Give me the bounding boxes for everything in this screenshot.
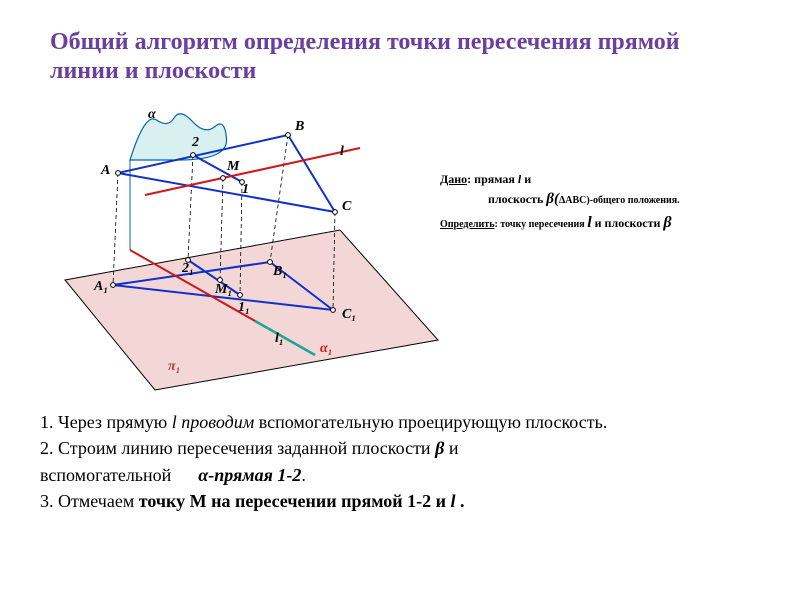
step-3: вспомогательной α-прямая 1-2.: [40, 463, 770, 487]
step-1: 1. Через прямую l проводим вспомогательн…: [40, 410, 770, 434]
svg-text:M₁: M₁: [214, 282, 232, 297]
svg-text:2₁: 2₁: [181, 261, 194, 276]
title-text: Общий алгоритм определения точки пересеч…: [50, 29, 680, 84]
page-title: Общий алгоритм определения точки пересеч…: [50, 28, 690, 86]
svg-text:C₁: C₁: [342, 307, 356, 322]
svg-text:α₁: α₁: [320, 341, 333, 356]
svg-text:M: M: [226, 159, 240, 174]
given-line3: Определить: точку пересечения l и плоско…: [440, 211, 790, 235]
svg-text:A: A: [100, 163, 110, 178]
svg-text:B: B: [294, 119, 304, 134]
svg-text:l₁: l₁: [275, 331, 284, 346]
diagram: α A B C M1 2 l A₁ B₁ C₁ M₁ 1₁ 2₁ l₁ α₁ π₁: [60, 100, 440, 380]
svg-text:B₁: B₁: [272, 264, 287, 279]
step-2: 2. Строим линию пересечения заданной пло…: [40, 436, 770, 460]
given-label: Дано: [440, 172, 467, 186]
given-block: Дано: прямая l и плоскость β(ΔABC)-общег…: [440, 170, 790, 235]
svg-text:2: 2: [191, 135, 199, 150]
svg-text:π₁: π₁: [168, 359, 181, 374]
determine-label: Определить: [440, 219, 494, 230]
svg-text:l: l: [340, 144, 344, 159]
steps-block: 1. Через прямую l проводим вспомогательн…: [40, 410, 770, 515]
svg-text:1₁: 1₁: [238, 300, 250, 315]
svg-text:A₁: A₁: [93, 279, 108, 294]
step-4: 3. Отмечаем точку М на пересечении прямо…: [40, 489, 770, 513]
diagram-svg: α A B C M1 2 l A₁ B₁ C₁ M₁ 1₁ 2₁ l₁ α₁ π₁: [60, 100, 440, 395]
svg-text:α: α: [148, 107, 156, 122]
svg-text:C: C: [342, 199, 352, 214]
svg-text:1: 1: [242, 182, 249, 197]
given-line2: плоскость β(ΔABC)-общего положения.: [440, 188, 790, 211]
given-line1: Дано: прямая l и: [440, 170, 790, 188]
